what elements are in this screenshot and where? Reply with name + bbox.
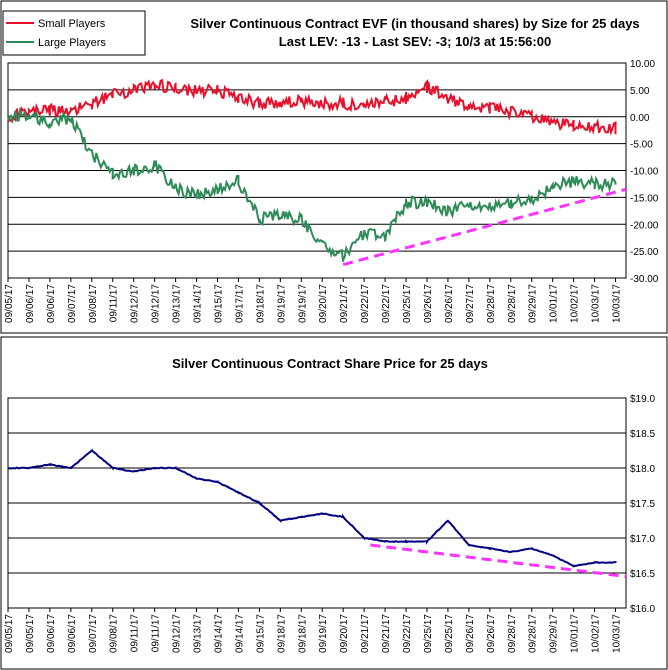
x-tick-label: 09/12/17 [172, 614, 183, 653]
y-tick-label: -25.00 [630, 247, 659, 258]
x-tick-label: 09/22/17 [381, 284, 392, 323]
x-tick-label: 09/25/17 [423, 614, 434, 653]
x-tick-label: 09/05/17 [25, 614, 36, 653]
x-tick-label: 09/17/17 [234, 284, 245, 323]
x-tick-label: 09/11/17 [109, 284, 120, 323]
series-line-small-players [7, 78, 617, 136]
y-tick-label: -15.00 [630, 193, 659, 204]
x-tick-label: 09/14/17 [234, 614, 245, 653]
x-tick-label: 10/03/17 [612, 614, 623, 653]
x-tick-label: 09/05/17 [4, 284, 15, 323]
x-tick-label: 09/21/17 [381, 614, 392, 653]
x-tick-label: 09/11/17 [151, 614, 162, 653]
x-tick-label: 10/03/17 [612, 284, 623, 323]
x-tick-label: 09/28/17 [507, 284, 518, 323]
y-tick-label: $18.5 [630, 429, 655, 440]
x-tick-label: 09/06/17 [46, 614, 57, 653]
x-tick-label: 10/02/17 [591, 614, 602, 653]
x-tick-label: 09/08/17 [88, 284, 99, 323]
evf-chart-title: Silver Continuous Contract EVF (in thous… [190, 16, 639, 31]
x-tick-label: 09/26/17 [423, 284, 434, 323]
x-tick-label: 09/26/17 [486, 614, 497, 653]
price-chart-title: Silver Continuous Contract Share Price f… [172, 356, 488, 371]
x-tick-label: 09/18/17 [297, 614, 308, 653]
x-tick-label: 09/05/17 [4, 614, 15, 653]
y-tick-label: $18.0 [630, 464, 655, 475]
trendline [370, 543, 627, 578]
x-tick-label: 10/02/17 [570, 284, 581, 323]
x-tick-label: 09/12/17 [151, 284, 162, 323]
price-chart: Silver Continuous Contract Share Price f… [0, 336, 668, 670]
x-tick-label: 09/28/17 [507, 614, 518, 653]
x-tick-label: 09/18/17 [276, 614, 287, 653]
x-tick-label: 09/22/17 [402, 614, 413, 653]
x-tick-label: 09/26/17 [465, 614, 476, 653]
y-tick-label: 5.00 [630, 86, 650, 97]
x-tick-label: 09/28/17 [528, 614, 539, 653]
y-tick-label: -20.00 [630, 220, 659, 231]
y-tick-label: -10.00 [630, 167, 659, 178]
x-tick-label: 10/01/17 [570, 614, 581, 653]
x-tick-label: 09/19/17 [276, 284, 287, 323]
x-tick-label: 09/18/17 [255, 284, 266, 323]
x-tick-label: 09/21/17 [360, 614, 371, 653]
y-tick-label: 10.00 [630, 59, 655, 70]
y-tick-label: $16.0 [630, 604, 655, 615]
x-tick-label: 09/25/17 [444, 614, 455, 653]
x-tick-label: 09/06/17 [46, 284, 57, 323]
x-tick-label: 09/12/17 [130, 284, 141, 323]
x-tick-label: 09/28/17 [486, 284, 497, 323]
x-tick-label: 09/26/17 [444, 284, 455, 323]
y-tick-label: 0.00 [630, 113, 650, 124]
x-tick-label: 09/15/17 [213, 284, 224, 323]
y-tick-label: $16.5 [630, 569, 655, 580]
x-tick-label: 09/08/17 [109, 614, 120, 653]
x-tick-label: 09/19/17 [297, 284, 308, 323]
x-tick-label: 09/27/17 [465, 284, 476, 323]
y-tick-label: -5.00 [630, 140, 653, 151]
x-tick-label: 09/19/17 [318, 614, 329, 653]
x-tick-label: 09/07/17 [88, 614, 99, 653]
evf-chart-subtitle: Last LEV: -13 - Last SEV: -3; 10/3 at 15… [279, 34, 551, 49]
price-plot-area: $19.0 $18.5 $18.0 $17.5 $17.0 $16.5 $16.0 09/05… [4, 394, 655, 653]
x-tick-label: 09/21/17 [339, 284, 350, 323]
evf-legend-box [2, 10, 146, 56]
x-tick-label: 09/06/17 [25, 284, 36, 323]
evf-chart: Silver Continuous Contract EVF (in thous… [0, 0, 668, 334]
x-tick-label: 09/22/17 [360, 284, 371, 323]
evf-legend: Small Players Large Players [2, 10, 146, 56]
x-tick-label: 09/25/17 [402, 284, 413, 323]
legend-label-large-players: Large Players [38, 37, 106, 49]
x-tick-label: 09/07/17 [67, 284, 78, 323]
x-tick-label: 09/20/17 [339, 614, 350, 653]
y-tick-label: -30.00 [630, 274, 659, 285]
y-tick-label: $17.0 [630, 534, 655, 545]
legend-label-small-players: Small Players [38, 18, 106, 30]
x-tick-label: 09/29/17 [549, 614, 560, 653]
x-tick-label: 09/15/17 [255, 614, 266, 653]
x-tick-label: 10/03/17 [591, 284, 602, 323]
plot-frame [7, 397, 627, 609]
x-tick-label: 10/01/17 [549, 284, 560, 323]
y-tick-label: $19.0 [630, 394, 655, 405]
plot-frame [7, 62, 627, 279]
x-tick-label: 09/06/17 [67, 614, 78, 653]
series-line-large-players [7, 106, 617, 262]
x-tick-label: 09/11/17 [130, 614, 141, 653]
x-tick-label: 09/13/17 [172, 284, 183, 323]
evf-plot-area: 10.00 5.00 0.00 -5.00 -10.00 -15.00 -20.00 -25.… [4, 59, 659, 323]
y-tick-label: $17.5 [630, 499, 655, 510]
series-line-price [7, 448, 617, 568]
trendline [342, 187, 627, 267]
x-tick-label: 09/13/17 [193, 614, 204, 653]
x-tick-label: 09/29/17 [528, 284, 539, 323]
x-tick-label: 09/20/17 [318, 284, 329, 323]
x-tick-label: 09/14/17 [213, 614, 224, 653]
x-tick-label: 09/14/17 [193, 284, 204, 323]
